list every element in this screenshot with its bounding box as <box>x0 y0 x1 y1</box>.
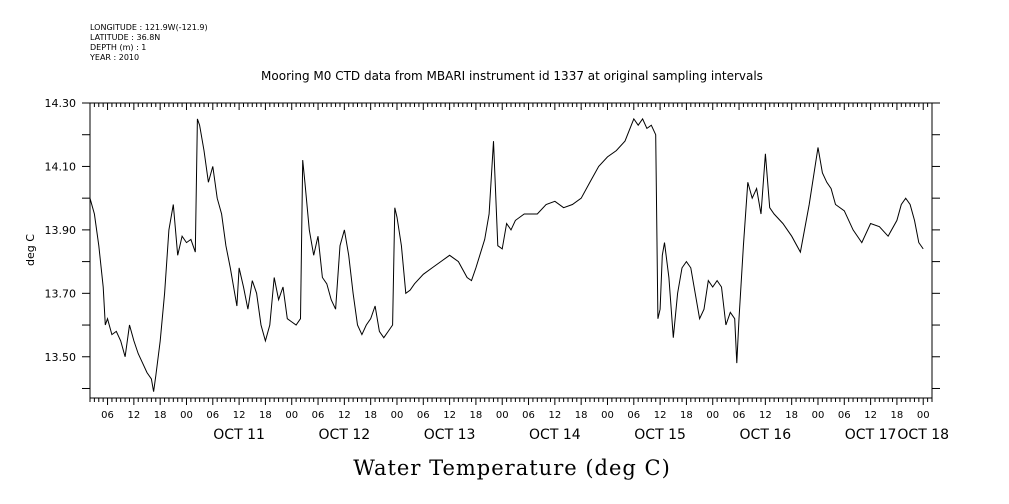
x-hour-label: 00 <box>812 410 825 421</box>
y-axis-label: deg C <box>24 234 37 266</box>
meta-latitude: LATITUDE : 36.8N <box>90 33 160 42</box>
x-hour-label: 00 <box>391 410 404 421</box>
x-hour-label: 06 <box>101 410 114 421</box>
x-day-label: OCT 13 <box>424 427 476 443</box>
x-hour-label: 06 <box>838 410 851 421</box>
x-hour-label: 06 <box>522 410 535 421</box>
meta-year: YEAR : 2010 <box>89 53 139 62</box>
x-hour-label: 18 <box>575 410 588 421</box>
x-hour-label: 12 <box>233 410 246 421</box>
x-hour-label: 18 <box>470 410 483 421</box>
plot-frame <box>89 102 933 399</box>
x-hour-label: 12 <box>864 410 877 421</box>
meta-longitude: LONGITUDE : 121.9W(-121.9) <box>90 23 208 32</box>
x-hour-label: 12 <box>127 410 140 421</box>
x-hour-label: 06 <box>627 410 640 421</box>
y-tick-labels: 13.50 13.70 13.90 14.10 14.30 <box>45 97 77 364</box>
y-tick-label: 13.70 <box>45 287 77 300</box>
meta-depth: DEPTH (m) : 1 <box>90 43 146 52</box>
y-tick-label: 13.90 <box>45 224 77 237</box>
x-hour-label: 18 <box>364 410 377 421</box>
x-hour-label: 00 <box>601 410 614 421</box>
x-hour-label: 00 <box>285 410 298 421</box>
x-hour-label: 00 <box>917 410 930 421</box>
y-tick-label: 14.30 <box>45 97 77 110</box>
x-hour-label: 00 <box>706 410 719 421</box>
y-tick-label: 14.10 <box>45 160 77 173</box>
chart-title: Mooring M0 CTD data from MBARI instrumen… <box>261 69 763 83</box>
y-tick-label: 13.50 <box>45 351 77 364</box>
x-axis-label: Water Temperature (deg C) <box>353 456 671 480</box>
x-hour-label: 00 <box>496 410 509 421</box>
x-hour-label: 06 <box>417 410 430 421</box>
x-day-label: OCT 16 <box>740 427 792 443</box>
x-hour-label: 12 <box>548 410 561 421</box>
x-day-label: OCT 18 <box>897 427 949 443</box>
x-hour-label: 18 <box>680 410 693 421</box>
x-hour-label: 18 <box>259 410 272 421</box>
x-hour-label: 06 <box>312 410 325 421</box>
x-hour-label: 18 <box>891 410 904 421</box>
x-hour-label: 12 <box>443 410 456 421</box>
x-hour-label: 06 <box>733 410 746 421</box>
x-day-label: OCT 14 <box>529 427 581 443</box>
x-day-labels: OCT 11 OCT 12 OCT 13 OCT 14 OCT 15 OCT 16 OCT … <box>213 427 949 443</box>
axis-ticks <box>82 102 940 405</box>
x-hour-label: 06 <box>206 410 219 421</box>
x-hour-labels: 06 12 18 00 06 12 18 00 06 12 18 00 06 12 18 00 06 12 18 00… <box>101 410 929 421</box>
x-day-label: OCT 17 <box>845 427 897 443</box>
x-day-label: OCT 11 <box>213 427 265 443</box>
x-hour-label: 12 <box>338 410 351 421</box>
x-hour-label: 12 <box>759 410 772 421</box>
series-line <box>89 117 924 392</box>
x-hour-label: 18 <box>154 410 167 421</box>
x-day-label: OCT 12 <box>319 427 371 443</box>
chart-metadata: LONGITUDE : 121.9W(-121.9) LATITUDE : 36… <box>89 23 208 62</box>
x-hour-label: 00 <box>180 410 193 421</box>
x-day-label: OCT 15 <box>634 427 686 443</box>
x-hour-label: 18 <box>785 410 798 421</box>
x-hour-label: 12 <box>654 410 667 421</box>
